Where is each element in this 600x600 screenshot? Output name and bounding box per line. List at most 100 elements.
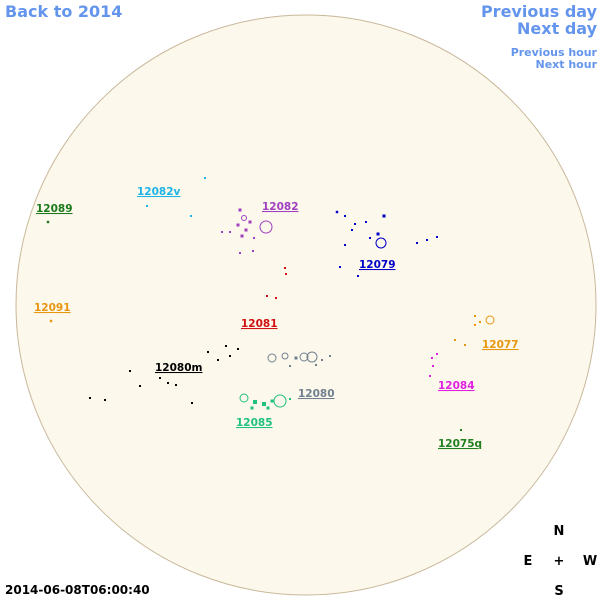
sunspot — [167, 382, 169, 384]
sunspot — [191, 402, 193, 404]
sunspot — [175, 384, 177, 386]
previous-day-link[interactable]: Previous day — [481, 2, 598, 21]
region-label: 12077 — [482, 339, 519, 351]
sunspot — [382, 214, 386, 218]
sunspot — [479, 321, 481, 323]
sunspot — [431, 357, 433, 359]
sunspot — [351, 229, 353, 231]
sunspot — [238, 208, 242, 212]
sunspot — [266, 406, 270, 410]
sunspot — [429, 375, 431, 377]
sunspot — [239, 252, 241, 254]
sunspot — [474, 324, 476, 326]
back-link[interactable]: Back to 2014 — [5, 2, 122, 21]
sunspot — [329, 355, 331, 357]
sunspot — [225, 345, 227, 347]
region-label: 12081 — [241, 318, 278, 330]
sunspot — [436, 353, 438, 355]
sunspot — [365, 221, 367, 223]
compass-west: W — [583, 554, 597, 569]
next-hour-link[interactable]: Next hour — [536, 58, 598, 71]
sunspot — [159, 377, 161, 379]
compass-east: E — [524, 554, 533, 569]
sunspot — [281, 352, 289, 360]
sunspot — [129, 370, 131, 372]
sunspot — [285, 273, 287, 275]
sunspot — [221, 231, 223, 233]
sunspot — [240, 234, 244, 238]
solar-disk — [15, 14, 597, 596]
sunspot — [259, 220, 273, 234]
sunspot — [204, 177, 206, 179]
sunspot — [270, 399, 274, 403]
sunspot — [344, 244, 346, 246]
sunspot — [217, 359, 219, 361]
sunspot — [244, 228, 248, 232]
sunspot — [89, 397, 91, 399]
sunspot — [146, 205, 148, 207]
sunspot — [229, 355, 231, 357]
sunspot — [344, 215, 346, 217]
sunspot — [236, 223, 240, 227]
sunspot — [46, 220, 50, 224]
sunspot — [252, 250, 254, 252]
region-label: 12082 — [262, 201, 299, 213]
sunspot — [253, 400, 257, 404]
region-label: 12082v — [137, 186, 181, 198]
sunspot — [250, 406, 254, 410]
sunspot — [237, 348, 239, 350]
sunspot — [460, 429, 462, 431]
sunspot — [289, 398, 291, 400]
sunspot — [354, 223, 356, 225]
sunspot — [335, 210, 339, 214]
sunspot — [485, 315, 495, 325]
sunspot — [321, 359, 323, 361]
sunspot — [139, 385, 141, 387]
sunspot — [207, 351, 209, 353]
sunspot — [190, 215, 192, 217]
sunspot — [294, 356, 298, 360]
sunspot — [369, 237, 371, 239]
sunspot — [432, 365, 434, 367]
compass-north: N — [554, 524, 565, 539]
sunspot — [464, 344, 466, 346]
sunspot — [289, 365, 291, 367]
sunspot — [248, 220, 252, 224]
next-day-link[interactable]: Next day — [517, 19, 598, 38]
sunspot — [273, 394, 287, 408]
region-label: 12091 — [34, 302, 71, 314]
sunspot — [49, 319, 53, 323]
sunspot — [375, 237, 387, 249]
sunspot — [426, 239, 428, 241]
sunspot — [275, 297, 277, 299]
region-label: 12075q — [438, 438, 482, 450]
region-label: 12089 — [36, 203, 73, 215]
sunspot — [436, 236, 438, 238]
sunspot — [241, 215, 247, 221]
sunspot — [299, 352, 309, 362]
sunspot — [104, 399, 106, 401]
timestamp: 2014-06-08T06:00:40 — [5, 583, 150, 597]
region-label: 12079 — [359, 259, 396, 271]
sunspot — [229, 231, 231, 233]
sunspot — [306, 351, 318, 363]
sunspot — [239, 393, 249, 403]
sunspot — [315, 364, 317, 366]
region-label: 12080 — [298, 388, 335, 400]
sunspot — [376, 232, 380, 236]
sunspot — [357, 275, 359, 277]
region-label: 12080m — [155, 362, 203, 374]
sunspot — [253, 237, 255, 239]
previous-hour-link[interactable]: Previous hour — [511, 46, 598, 59]
region-label: 12085 — [236, 417, 273, 429]
compass-center: + — [554, 554, 565, 569]
sunspot — [266, 295, 268, 297]
sunspot — [416, 242, 418, 244]
sunspot — [474, 315, 476, 317]
sunspot — [284, 267, 286, 269]
sunspot — [339, 266, 341, 268]
sunspot — [262, 402, 266, 406]
sunspot — [267, 353, 277, 363]
region-label: 12084 — [438, 380, 475, 392]
